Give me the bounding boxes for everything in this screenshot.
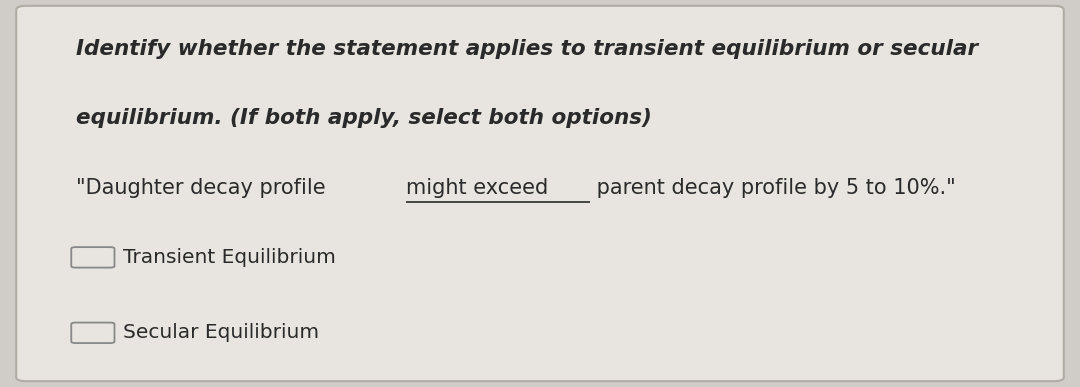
Text: Transient Equilibrium: Transient Equilibrium [123,248,336,267]
FancyBboxPatch shape [71,247,114,267]
FancyBboxPatch shape [16,6,1064,381]
Text: equilibrium. (If both apply, select both options): equilibrium. (If both apply, select both… [76,108,651,128]
Text: Identify whether the statement applies to transient equilibrium or secular: Identify whether the statement applies t… [76,39,977,59]
FancyBboxPatch shape [71,323,114,343]
Text: Secular Equilibrium: Secular Equilibrium [123,323,320,342]
Text: "Daughter decay profile: "Daughter decay profile [76,178,332,198]
Text: parent decay profile by 5 to 10%.": parent decay profile by 5 to 10%." [590,178,956,198]
Text: might exceed: might exceed [406,178,549,198]
